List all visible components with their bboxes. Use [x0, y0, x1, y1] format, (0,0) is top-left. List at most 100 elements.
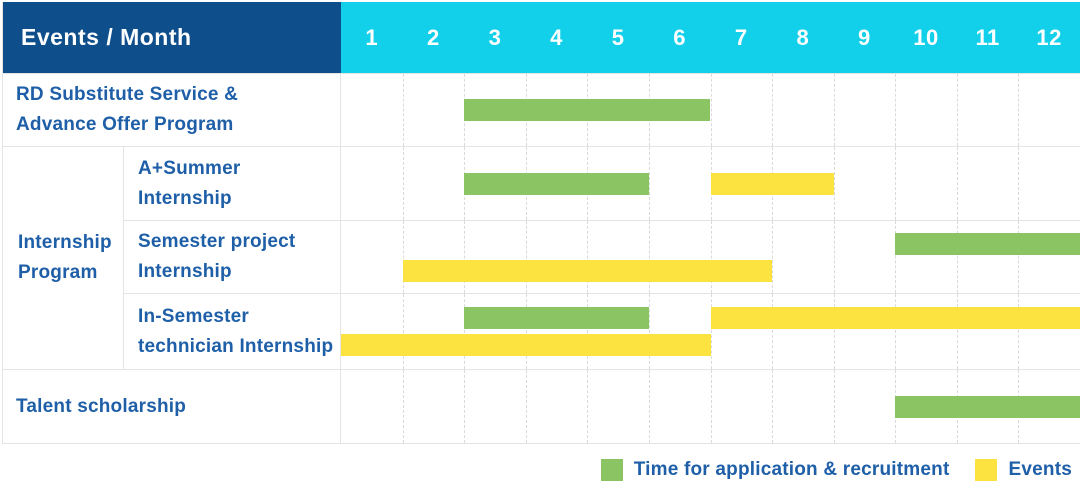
month-gridline	[464, 370, 466, 443]
month-gridline	[1018, 221, 1020, 293]
row-label-line: Talent scholarship	[16, 395, 187, 417]
events-color-swatch-icon	[975, 459, 998, 481]
month-gridline	[956, 147, 958, 220]
month-gridline	[402, 294, 404, 369]
month-cell: 2	[426, 24, 440, 50]
header-events-month-cell: Events / Month	[3, 2, 341, 73]
application-recruitment-bar	[464, 172, 649, 195]
table-header-row: Events / Month 1 2 3 4 5 6 7 8 9 10 11 12	[3, 2, 1080, 73]
month-cell: 11	[975, 24, 1000, 50]
events-bar	[710, 307, 1080, 329]
chart-area-talent-scholarship	[341, 370, 1080, 443]
row-in-semester-technician-internship: In-Semester technician Internship	[124, 293, 1080, 369]
month-gridline	[525, 294, 527, 369]
row-talent-scholarship: Talent scholarship	[3, 369, 1080, 443]
month-cell: 6	[673, 24, 687, 50]
row-label-line: Advance Offer Program	[16, 114, 234, 135]
month-gridline	[772, 74, 774, 146]
internship-program-group: Internship Program A+Summer Internship S…	[3, 146, 1080, 369]
header-events-month-label: Events / Month	[21, 24, 192, 50]
application-recruitment-bar	[895, 232, 1080, 255]
month-gridline	[895, 221, 897, 293]
row-label-line: Internship	[138, 187, 232, 209]
month-gridline	[710, 294, 712, 369]
row-semester-project-internship: Semester project Internship	[124, 220, 1080, 293]
month-cell: 10	[913, 24, 939, 50]
month-cell: 7	[734, 24, 748, 50]
events-bar	[341, 334, 711, 356]
row-label-line: A+Summer	[138, 157, 241, 179]
month-gridline	[710, 221, 712, 293]
month-cell: 12	[1036, 24, 1062, 50]
month-gridline	[648, 147, 650, 220]
chart-area-a-summer-internship	[341, 147, 1080, 220]
month-gridline	[648, 221, 650, 293]
month-gridline	[1018, 294, 1020, 369]
events-bar	[710, 172, 834, 195]
month-gridline	[833, 147, 835, 220]
row-a-summer-internship: A+Summer Internship	[124, 147, 1080, 220]
chart-area-rd-substitute-service	[341, 74, 1080, 146]
month-gridline	[956, 74, 958, 146]
month-gridline	[772, 294, 774, 369]
month-gridline	[833, 294, 835, 369]
month-gridline	[402, 147, 404, 220]
month-gridline	[402, 370, 404, 443]
legend: Time for application & recruitment Event…	[600, 450, 1072, 490]
month-gridline	[1018, 147, 1020, 220]
legend-label-events: Events	[1008, 459, 1072, 480]
month-gridline	[648, 294, 650, 369]
month-gridline	[464, 294, 466, 369]
month-gridline	[956, 221, 958, 293]
events-bar	[402, 259, 773, 282]
month-gridline	[833, 370, 835, 443]
application-recruitment-bar	[895, 395, 1080, 418]
month-gridline	[895, 147, 897, 220]
month-gridline	[525, 370, 527, 443]
group-label-line: Program	[18, 262, 98, 283]
month-gridline	[895, 74, 897, 146]
application-recruitment-bar	[464, 99, 711, 121]
chart-area-semester-project-internship	[341, 221, 1080, 293]
legend-item-application: Time for application & recruitment	[600, 459, 950, 481]
row-label-line: In-Semester	[138, 305, 249, 327]
month-gridline	[895, 294, 897, 369]
month-gridline	[1018, 74, 1020, 146]
month-gridline	[648, 370, 650, 443]
legend-label-application: Time for application & recruitment	[633, 459, 950, 480]
month-cell: 8	[796, 24, 810, 50]
row-label-line: RD Substitute Service &	[16, 84, 239, 105]
month-cell: 4	[550, 24, 563, 50]
row-label-rd-substitute-service: RD Substitute Service & Advance Offer Pr…	[3, 74, 341, 146]
month-gridline	[587, 221, 589, 293]
month-gridline	[833, 74, 835, 146]
month-gridline	[464, 221, 466, 293]
application-color-swatch-icon	[600, 459, 623, 481]
chart-area-in-semester-technician-internship	[341, 294, 1080, 369]
row-label-talent-scholarship: Talent scholarship	[3, 370, 341, 443]
month-gridline	[956, 294, 958, 369]
row-rd-substitute-service: RD Substitute Service & Advance Offer Pr…	[3, 73, 1080, 146]
month-gridline	[833, 221, 835, 293]
row-label-line: technician Internship	[138, 335, 334, 357]
row-label-semester-project-internship: Semester project Internship	[124, 221, 341, 293]
month-cell: 1	[365, 24, 379, 50]
group-label-line: Internship	[18, 232, 112, 253]
application-recruitment-bar	[464, 307, 649, 329]
row-label-a-summer-internship: A+Summer Internship	[124, 147, 341, 220]
month-gridline	[710, 74, 712, 146]
month-gridline	[587, 294, 589, 369]
month-cell: 5	[611, 24, 625, 50]
group-label-internship-program: Internship Program	[3, 147, 124, 369]
month-gridline	[587, 370, 589, 443]
legend-item-events: Events	[975, 459, 1072, 481]
row-label-in-semester-technician-internship: In-Semester technician Internship	[124, 294, 341, 369]
month-gridline	[710, 370, 712, 443]
row-label-line: Internship	[138, 261, 232, 282]
month-cell: 9	[858, 24, 871, 50]
month-gridline	[402, 74, 404, 146]
month-cell: 3	[488, 24, 502, 50]
month-gridline	[525, 221, 527, 293]
month-gridline	[772, 221, 774, 293]
month-gridline	[402, 221, 404, 293]
